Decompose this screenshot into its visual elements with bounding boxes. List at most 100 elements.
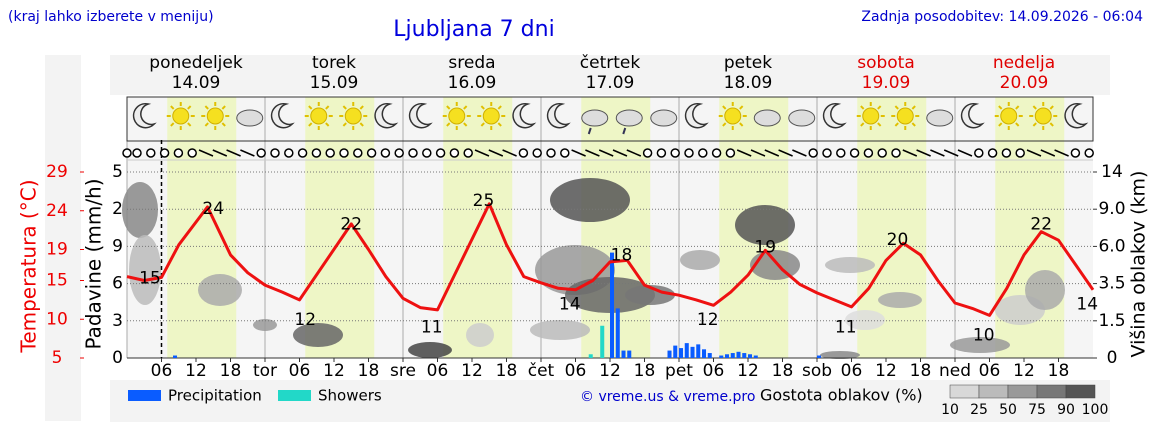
wind-calm [339,148,349,158]
x-tick-label: 12 [875,361,897,381]
wind-barb [902,149,918,157]
cloud-blob [1025,270,1065,310]
wind-calm [353,148,363,158]
wind-calm [642,148,653,158]
wind-calm [711,148,722,158]
sun-ray [877,122,882,127]
cloud-blob [198,274,242,306]
x-tick-label: 06 [427,361,449,381]
cloud-blob [680,250,720,270]
sun-ray [480,105,485,110]
wind-calm [146,148,156,158]
precip-bar [673,345,678,358]
precip-bar [730,353,735,358]
wind-barb [930,149,945,157]
sun-ray [308,105,313,110]
cloud-legend-swatch [1065,384,1096,399]
sun-ray [894,105,899,110]
precip-bar [173,355,178,358]
sun-ray [170,105,175,110]
cloud-blob [293,323,343,347]
wind-calm [808,148,818,158]
x-tick-label: 12 [461,361,483,381]
precip-bar [707,353,712,358]
sun-ray [325,105,330,110]
temperature-line [126,202,1095,317]
sun-icon [896,107,914,125]
wind-barb [571,149,586,157]
day-date: 20.09 [1000,73,1049,93]
sun-ray [463,105,468,110]
left-panel [45,55,81,421]
wind-calm [891,148,901,158]
wind-barb [612,149,628,157]
precip-bar [748,354,753,358]
wind-calm [698,148,708,158]
y-tick-label: 5 [52,348,63,368]
x-tick-label: pet [665,361,693,381]
moon-icon [512,102,537,129]
moon-icon [408,102,433,129]
x-tick-label: ned [939,361,971,381]
sun-icon [724,107,742,125]
sun-ray [342,122,347,127]
x-tick-label: 12 [185,361,207,381]
y2-tick-label: 9 [112,236,123,256]
plot [80,102,1097,401]
precip-bar [702,349,707,358]
cloud-icon [236,109,264,127]
temperature-label: 15 [139,269,161,289]
wind-calm [122,148,132,158]
precip-bar [696,344,701,358]
wind-barb [1054,149,1069,157]
x-tick-label: 18 [772,361,794,381]
sun-ray [463,122,468,127]
legend-band [110,380,1110,422]
cloud-legend-tick: 10 [941,402,959,418]
sun-ray [446,122,451,127]
x-tick-label: 12 [737,361,759,381]
sun-icon [206,107,224,125]
day-date: 19.09 [862,73,911,93]
wind-calm [159,148,170,158]
temperature-label: 14 [559,294,581,314]
day-name: petek [724,53,772,73]
sun-icon [310,107,328,125]
wind-barb [240,149,255,157]
wind-calm [311,148,322,158]
day-name: torek [312,53,356,73]
sun-ray [894,122,899,127]
wind-barb [943,149,959,157]
cloud-blob [530,320,590,340]
cloud-blob [845,310,885,330]
wind-calm [656,148,667,158]
x-tick-label: sre [390,361,416,381]
legend-label: Showers [318,387,382,405]
wind-barb [916,149,931,157]
precip-bar [615,308,620,358]
precip-bar [753,355,758,358]
sun-ray [739,105,744,110]
cloud-blob [825,257,875,273]
sun-ray [359,105,364,110]
cloud-blob [253,319,277,331]
wind-calm [132,148,142,158]
sun-ray [1015,122,1020,127]
wind-calm [463,148,473,158]
x-tick-label: 18 [910,361,932,381]
sun-ray [497,105,502,110]
sun-ray [998,105,1003,110]
wind-calm [877,148,887,158]
temperature-label: 22 [340,214,362,234]
daylight [167,97,237,358]
wind-barb [198,149,214,157]
x-tick-label: 06 [289,361,311,381]
y2-tick-label: 3 [112,311,123,331]
cloud-legend-swatch [949,384,980,399]
sun-ray [1032,122,1037,127]
wind-barb [502,149,517,157]
moon-icon [960,102,985,129]
cloud-density [122,178,1065,359]
temperature-label: 19 [754,238,776,258]
day-date: 18.09 [724,73,773,93]
